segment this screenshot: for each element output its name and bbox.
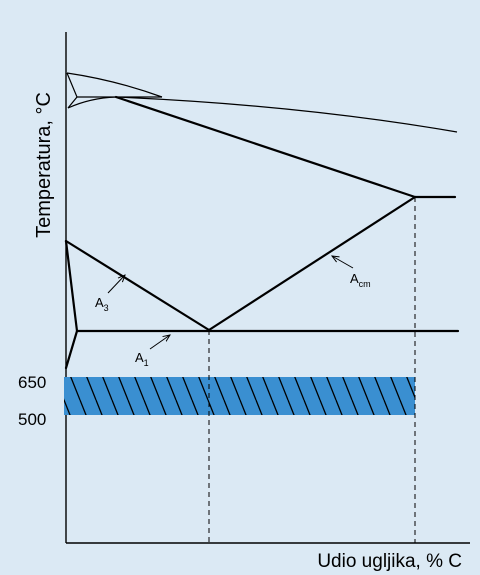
a3-label-arrow — [107, 275, 125, 294]
liquidus-line — [115, 96, 458, 133]
band-top-label: 650 — [18, 373, 46, 392]
a1-label: A1 — [135, 350, 149, 368]
temperature-band-hatch — [64, 377, 415, 415]
delta-region-curve — [66, 72, 163, 98]
y-axis-label: Temperatura, °C — [33, 92, 55, 238]
ferrite-boundary — [64, 239, 79, 370]
acm-label-arrow — [332, 256, 354, 269]
a1-label-arrow — [149, 335, 170, 350]
upper-solidus-line — [114, 95, 417, 199]
a3-line — [64, 239, 211, 332]
a3-label: A3 — [95, 295, 109, 313]
acm-label: Acm — [350, 271, 371, 289]
acm-line — [207, 195, 417, 332]
x-axis-label: Udio ugljika, % C — [317, 551, 462, 572]
band-bottom-label: 500 — [18, 410, 46, 429]
